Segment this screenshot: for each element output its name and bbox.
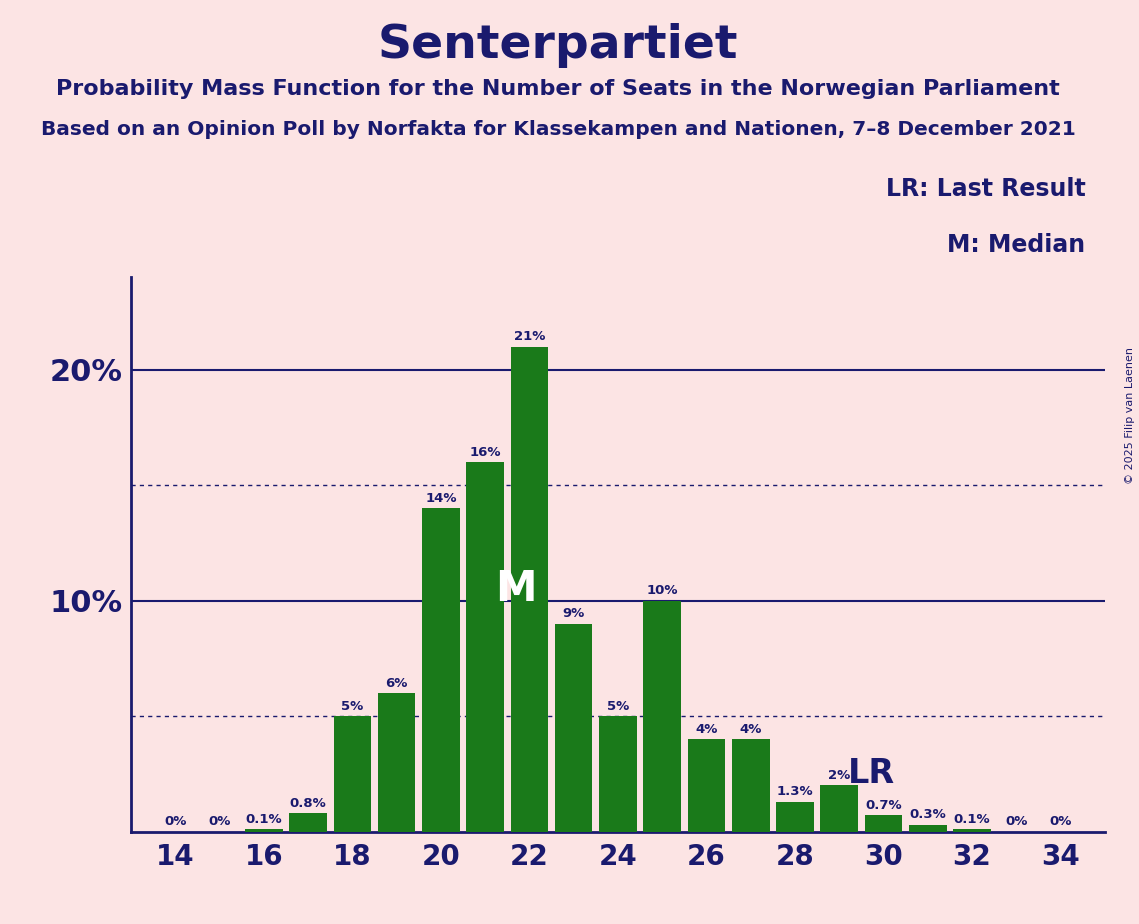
Bar <box>644 601 681 832</box>
Text: 14%: 14% <box>425 492 457 505</box>
Text: 4%: 4% <box>739 723 762 736</box>
Text: 0.1%: 0.1% <box>953 813 990 826</box>
Text: 0%: 0% <box>1049 815 1072 828</box>
Bar <box>466 462 503 832</box>
Text: Senterpartiet: Senterpartiet <box>378 23 738 68</box>
Text: 2%: 2% <box>828 769 851 782</box>
Bar <box>776 801 813 832</box>
Text: 0.7%: 0.7% <box>866 799 902 812</box>
Text: 0.1%: 0.1% <box>246 813 282 826</box>
Bar <box>423 508 460 832</box>
Text: 4%: 4% <box>695 723 718 736</box>
Bar <box>599 716 637 832</box>
Bar <box>909 824 947 832</box>
Text: 9%: 9% <box>563 607 584 620</box>
Text: M: Median: M: Median <box>948 233 1085 257</box>
Bar <box>334 716 371 832</box>
Bar <box>732 739 770 832</box>
Bar <box>865 815 902 832</box>
Text: 1.3%: 1.3% <box>777 785 813 798</box>
Text: Probability Mass Function for the Number of Seats in the Norwegian Parliament: Probability Mass Function for the Number… <box>56 79 1060 99</box>
Text: Based on an Opinion Poll by Norfakta for Klassekampen and Nationen, 7–8 December: Based on an Opinion Poll by Norfakta for… <box>41 120 1075 140</box>
Text: 5%: 5% <box>607 699 629 712</box>
Bar <box>555 624 592 832</box>
Text: 5%: 5% <box>342 699 363 712</box>
Text: LR: Last Result: LR: Last Result <box>886 177 1085 201</box>
Bar <box>378 693 416 832</box>
Text: M: M <box>495 568 536 610</box>
Bar <box>289 813 327 832</box>
Text: 10%: 10% <box>647 584 678 597</box>
Text: 21%: 21% <box>514 330 546 343</box>
Bar <box>245 830 282 832</box>
Bar <box>510 346 548 832</box>
Bar <box>688 739 726 832</box>
Text: 6%: 6% <box>385 676 408 689</box>
Text: 0.3%: 0.3% <box>909 808 947 821</box>
Text: 0%: 0% <box>164 815 187 828</box>
Text: 0%: 0% <box>208 815 231 828</box>
Bar <box>953 830 991 832</box>
Text: 0%: 0% <box>1005 815 1027 828</box>
Bar <box>820 785 858 832</box>
Text: 16%: 16% <box>469 445 501 458</box>
Text: 0.8%: 0.8% <box>289 796 327 809</box>
Text: LR: LR <box>849 757 895 790</box>
Text: © 2025 Filip van Laenen: © 2025 Filip van Laenen <box>1125 347 1134 484</box>
